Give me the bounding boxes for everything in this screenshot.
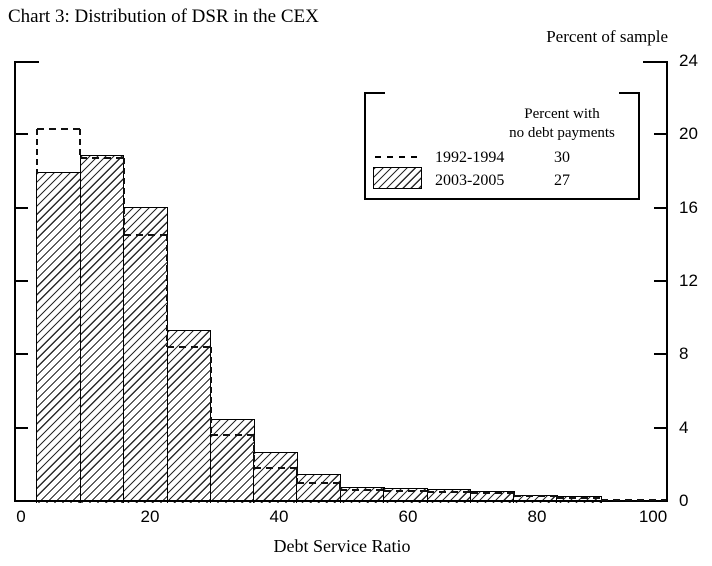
dashed-series-segment <box>600 498 666 501</box>
histogram-bar <box>79 155 125 503</box>
x-tick-label: 0 <box>16 507 26 526</box>
legend-top-right-cap <box>619 92 638 94</box>
y-tick-mark-right <box>654 206 666 209</box>
dashed-series-segment <box>513 494 557 497</box>
top-left-axis-cap <box>14 61 39 63</box>
dashed-series-segment <box>167 346 211 348</box>
histogram-bar <box>209 419 255 503</box>
x-axis-title: Debt Service Ratio <box>273 536 411 556</box>
right-axis-line <box>666 61 668 501</box>
histogram-bar <box>36 171 82 503</box>
legend-header-line2: no debt payments <box>509 125 615 141</box>
y-tick-label: 16 <box>679 197 698 217</box>
dashed-series-segment <box>339 483 342 490</box>
dashed-series-segment <box>123 234 168 237</box>
dashed-series-segment <box>297 482 341 485</box>
y-tick-mark-left <box>16 353 28 356</box>
dashed-series-segment <box>36 128 39 173</box>
histogram-bar <box>166 329 212 503</box>
y-tick-mark-right <box>654 353 666 356</box>
histogram-bar <box>339 486 385 503</box>
y-tick-mark-left <box>16 206 28 209</box>
legend-hatched-swatch <box>373 167 422 189</box>
dashed-series-segment <box>340 488 385 491</box>
x-tick-label: 40 <box>269 507 289 526</box>
y-tick-label: 24 <box>679 51 698 70</box>
y-tick-label: 0 <box>679 491 689 510</box>
dashed-series-segment <box>166 235 169 347</box>
x-tick-label: 60 <box>398 507 418 526</box>
y-tick-mark-right <box>654 133 666 136</box>
dashed-series-segment <box>122 158 125 236</box>
legend-header-line1: Percent with <box>524 106 600 122</box>
y-tick-mark-right <box>654 280 666 282</box>
y-tick-label: 8 <box>679 344 689 364</box>
legend-series-value: 30 <box>554 149 570 166</box>
x-tick-label: 20 <box>140 507 160 526</box>
dashed-series-segment <box>427 490 471 493</box>
legend-series-value: 27 <box>554 172 570 189</box>
legend-top-left-cap <box>366 92 385 94</box>
histogram-bar <box>296 474 341 503</box>
top-right-axis-cap <box>643 61 668 63</box>
y-tick-mark-left <box>16 426 28 429</box>
y-axis-unit-label: Percent of sample <box>546 27 668 46</box>
dashed-series-segment <box>37 127 81 130</box>
y-tick-label: 4 <box>679 417 689 437</box>
legend-series-label: 1992-1994 <box>435 149 505 166</box>
left-axis-line <box>14 61 16 501</box>
legend-dashed-swatch <box>375 156 421 158</box>
legend: Percent with no debt payments 1992-1994 … <box>364 92 640 200</box>
y-tick-mark-right <box>654 426 666 429</box>
dashed-series-segment <box>512 492 515 496</box>
dashed-series-segment <box>556 497 601 500</box>
dashed-series-segment <box>384 489 428 492</box>
y-tick-label: 12 <box>679 271 698 290</box>
dashed-series-segment <box>470 491 514 494</box>
x-tick-label: 100 <box>638 507 668 526</box>
dashed-series-segment <box>296 468 299 484</box>
dashed-series-segment <box>79 128 82 159</box>
histogram-bar <box>122 206 169 503</box>
y-tick-label: 20 <box>679 124 698 144</box>
dashed-series-segment <box>253 467 298 469</box>
dashed-series-segment <box>252 435 255 468</box>
dashed-series-segment <box>555 495 558 499</box>
legend-header: Percent with no debt payments <box>472 105 652 143</box>
bottom-axis-line <box>14 500 668 502</box>
chart-title: Chart 3: Distribution of DSR in the CEX <box>8 6 319 27</box>
x-tick-label: 80 <box>527 507 547 526</box>
legend-series-label: 2003-2005 <box>435 172 505 189</box>
dashed-series-segment <box>80 157 124 160</box>
histogram-bar <box>253 452 298 503</box>
dashed-series-segment <box>210 434 254 436</box>
y-tick-mark-left <box>16 280 28 282</box>
dashed-series-segment <box>209 347 212 435</box>
y-tick-mark-left <box>16 133 28 136</box>
